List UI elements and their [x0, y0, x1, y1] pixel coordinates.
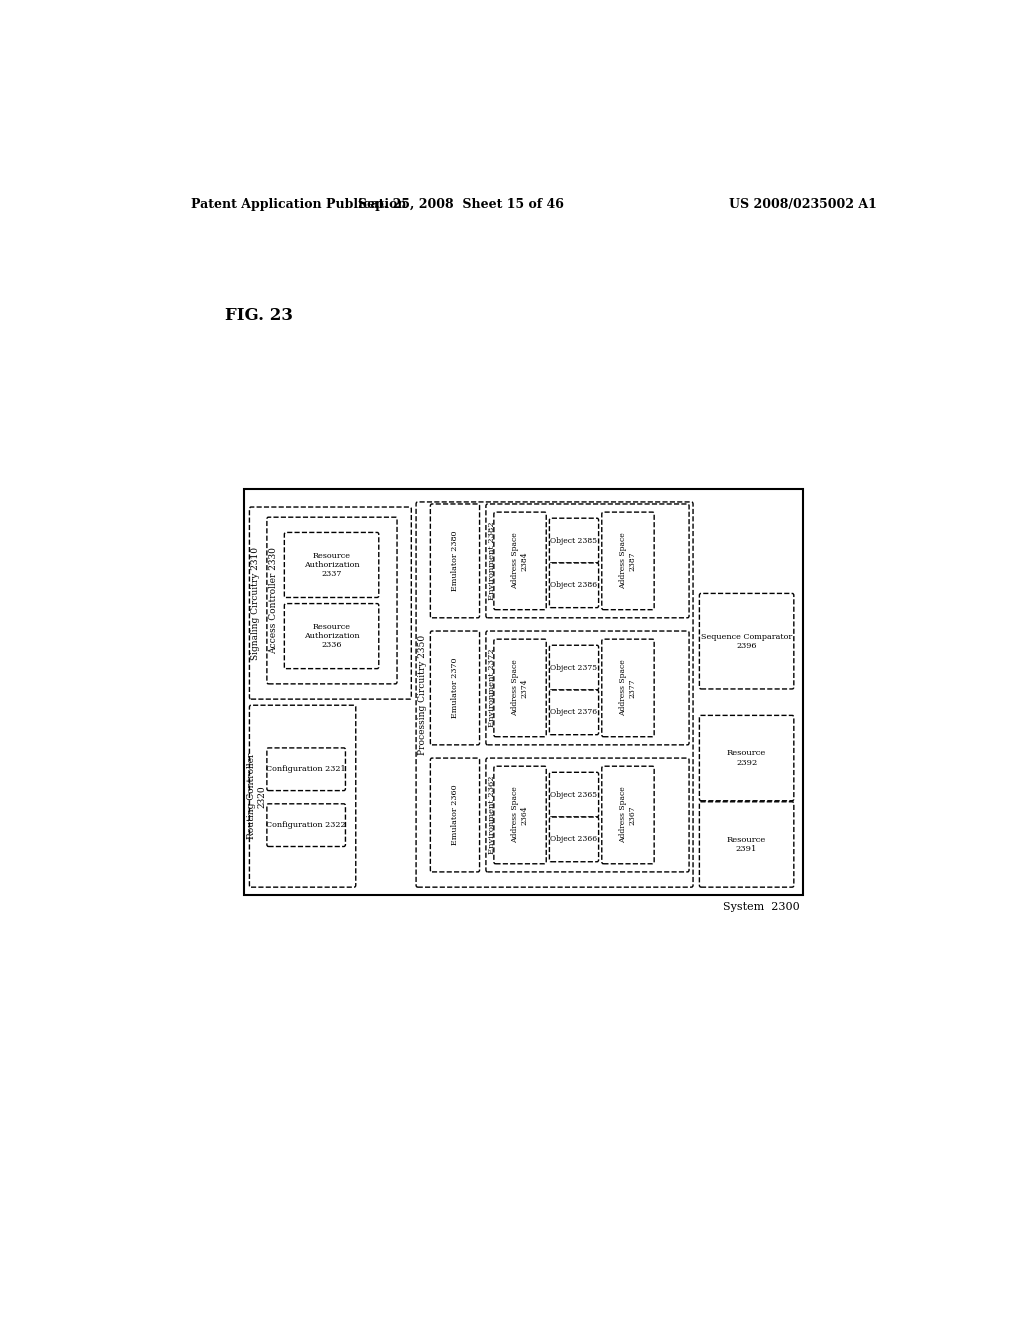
Text: Address Space
2384: Address Space 2384 [511, 532, 528, 589]
FancyBboxPatch shape [486, 758, 689, 873]
FancyBboxPatch shape [430, 758, 479, 873]
Text: Address Space
2387: Address Space 2387 [620, 532, 637, 589]
FancyBboxPatch shape [486, 631, 689, 744]
FancyBboxPatch shape [267, 517, 397, 684]
Text: Signaling Circuitry 2310: Signaling Circuitry 2310 [251, 546, 260, 660]
Text: System  2300: System 2300 [723, 903, 800, 912]
Text: Object 2376: Object 2376 [551, 709, 598, 717]
Text: Sep. 25, 2008  Sheet 15 of 46: Sep. 25, 2008 Sheet 15 of 46 [358, 198, 564, 211]
FancyBboxPatch shape [416, 502, 693, 887]
FancyBboxPatch shape [602, 512, 654, 610]
FancyBboxPatch shape [550, 519, 599, 562]
Text: Emulator 2370: Emulator 2370 [451, 657, 459, 718]
Text: Resource
2391: Resource 2391 [727, 836, 766, 853]
FancyBboxPatch shape [285, 532, 379, 598]
Text: Address Space
2364: Address Space 2364 [511, 787, 528, 843]
FancyBboxPatch shape [550, 690, 599, 735]
Text: Resource
Authorization
2337: Resource Authorization 2337 [304, 552, 359, 578]
Text: Emulator 2380: Emulator 2380 [451, 531, 459, 591]
FancyBboxPatch shape [602, 639, 654, 737]
Text: Processing Circuitry 2350: Processing Circuitry 2350 [418, 635, 427, 755]
FancyBboxPatch shape [267, 748, 345, 791]
FancyBboxPatch shape [267, 804, 345, 846]
FancyBboxPatch shape [602, 766, 654, 863]
FancyBboxPatch shape [494, 766, 546, 863]
Text: Address Space
2367: Address Space 2367 [620, 787, 637, 843]
FancyBboxPatch shape [699, 715, 794, 801]
FancyBboxPatch shape [699, 594, 794, 689]
FancyBboxPatch shape [430, 504, 479, 618]
FancyBboxPatch shape [550, 817, 599, 862]
FancyBboxPatch shape [250, 705, 355, 887]
Text: Resource
2392: Resource 2392 [727, 750, 766, 767]
FancyBboxPatch shape [285, 603, 379, 669]
Text: Object 2386: Object 2386 [551, 581, 598, 589]
FancyBboxPatch shape [699, 801, 794, 887]
FancyBboxPatch shape [550, 772, 599, 817]
Text: Access Controller 2330: Access Controller 2330 [268, 546, 278, 653]
Text: Sequence Comparator
2396: Sequence Comparator 2396 [701, 632, 793, 649]
Text: Routing Controller
2320: Routing Controller 2320 [247, 752, 266, 840]
Text: Emulator 2360: Emulator 2360 [451, 784, 459, 845]
FancyBboxPatch shape [494, 639, 546, 737]
Text: US 2008/0235002 A1: US 2008/0235002 A1 [729, 198, 877, 211]
Text: Resource
Authorization
2336: Resource Authorization 2336 [304, 623, 359, 649]
Text: Configuration 2322: Configuration 2322 [266, 821, 346, 829]
Text: Environment 2372: Environment 2372 [488, 648, 497, 727]
Text: Patent Application Publication: Patent Application Publication [191, 198, 407, 211]
Text: Object 2375: Object 2375 [551, 664, 598, 672]
Text: Address Space
2374: Address Space 2374 [511, 660, 528, 717]
Text: FIG. 23: FIG. 23 [225, 308, 293, 325]
Text: Configuration 2321: Configuration 2321 [266, 766, 346, 774]
Text: Object 2366: Object 2366 [551, 836, 598, 843]
Text: Object 2365: Object 2365 [551, 791, 598, 799]
FancyBboxPatch shape [494, 512, 546, 610]
Text: Object 2385: Object 2385 [551, 536, 598, 545]
Text: Environment 2382: Environment 2382 [488, 521, 497, 601]
FancyBboxPatch shape [430, 631, 479, 744]
FancyBboxPatch shape [550, 562, 599, 607]
FancyBboxPatch shape [250, 507, 412, 700]
Bar [244, 488, 804, 895]
FancyBboxPatch shape [486, 504, 689, 618]
Text: Environment 2362: Environment 2362 [488, 776, 497, 854]
Text: Address Space
2377: Address Space 2377 [620, 660, 637, 717]
FancyBboxPatch shape [550, 645, 599, 690]
